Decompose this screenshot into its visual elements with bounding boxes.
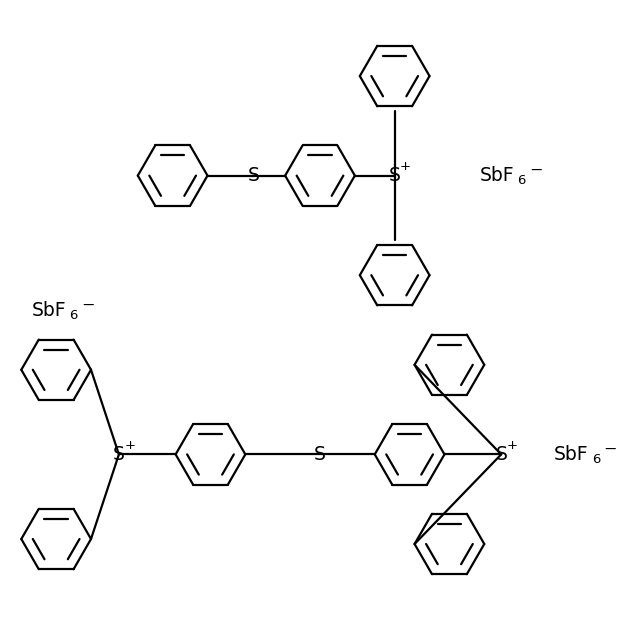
Text: S: S bbox=[113, 445, 125, 464]
Text: SbF: SbF bbox=[554, 445, 589, 464]
Text: SbF: SbF bbox=[31, 301, 66, 320]
Text: −: − bbox=[529, 163, 543, 178]
Text: SbF: SbF bbox=[479, 166, 514, 185]
Text: 6: 6 bbox=[517, 174, 525, 187]
Text: +: + bbox=[507, 439, 518, 452]
Text: S: S bbox=[495, 445, 507, 464]
Text: +: + bbox=[124, 439, 135, 452]
Text: 6: 6 bbox=[69, 308, 77, 322]
Text: −: − bbox=[81, 298, 95, 313]
Text: S: S bbox=[388, 166, 401, 185]
Text: +: + bbox=[400, 160, 411, 173]
Text: S: S bbox=[314, 445, 326, 464]
Text: S: S bbox=[247, 166, 259, 185]
Text: 6: 6 bbox=[592, 453, 600, 466]
Text: −: − bbox=[604, 442, 617, 457]
